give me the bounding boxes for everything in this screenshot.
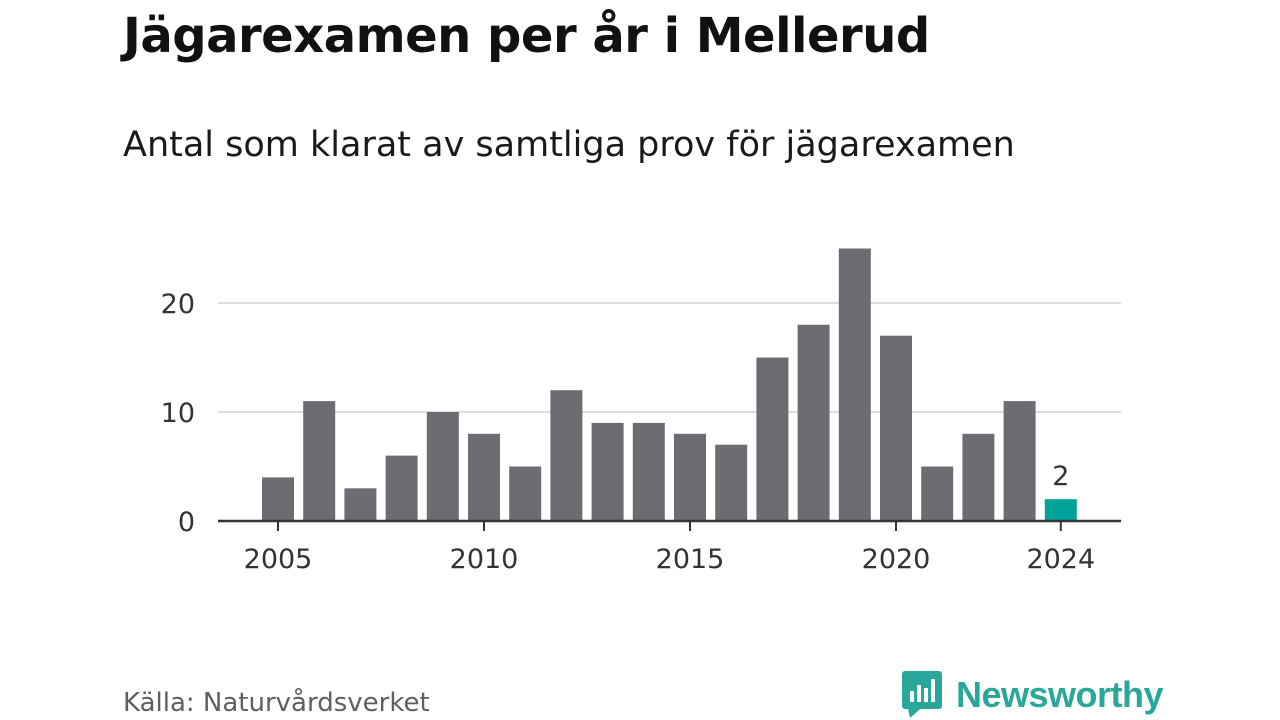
bar-2023: [1003, 401, 1036, 521]
bar-2017: [756, 357, 789, 521]
y-tick-label: 20: [161, 289, 195, 320]
bar-2021: [921, 466, 954, 521]
bar-2019: [838, 248, 871, 521]
bar-2022: [962, 433, 995, 521]
x-tick-label: 2005: [244, 544, 313, 575]
brand-name: Newsworthy: [956, 674, 1164, 715]
bar-2008: [385, 455, 418, 521]
brand-logo[interactable]: Newsworthy: [902, 670, 1164, 720]
bar-2015: [674, 433, 706, 521]
y-tick-label: 10: [161, 398, 195, 429]
data-label-2024: 2: [1052, 461, 1069, 492]
x-tick-label: 2024: [1026, 544, 1095, 575]
chart-title: Jägarexamen per år i Mellerud: [123, 8, 930, 64]
bar-2013: [591, 422, 624, 521]
bar-2018: [797, 324, 830, 521]
source-note: Källa: Naturvårdsverket: [123, 688, 430, 718]
bar-2011: [509, 466, 542, 521]
bar-2012: [550, 390, 583, 521]
y-tick-label: 0: [178, 507, 195, 538]
x-tick-label: 2020: [862, 544, 931, 575]
x-tick-label: 2010: [450, 544, 519, 575]
bar-2007: [344, 488, 377, 521]
x-tick-label: 2015: [656, 544, 725, 575]
bar-2010: [468, 433, 500, 521]
bar-2006: [303, 401, 336, 521]
bar-2014: [632, 422, 665, 521]
bar-2016: [715, 444, 748, 521]
chart-subtitle: Antal som klarat av samtliga prov för jä…: [123, 125, 1015, 165]
bar-2005: [262, 477, 294, 521]
bar-2020: [880, 335, 912, 521]
bar-2009: [426, 412, 459, 521]
bar-2024: [1044, 499, 1077, 521]
newsworthy-logo-icon: [902, 671, 942, 718]
